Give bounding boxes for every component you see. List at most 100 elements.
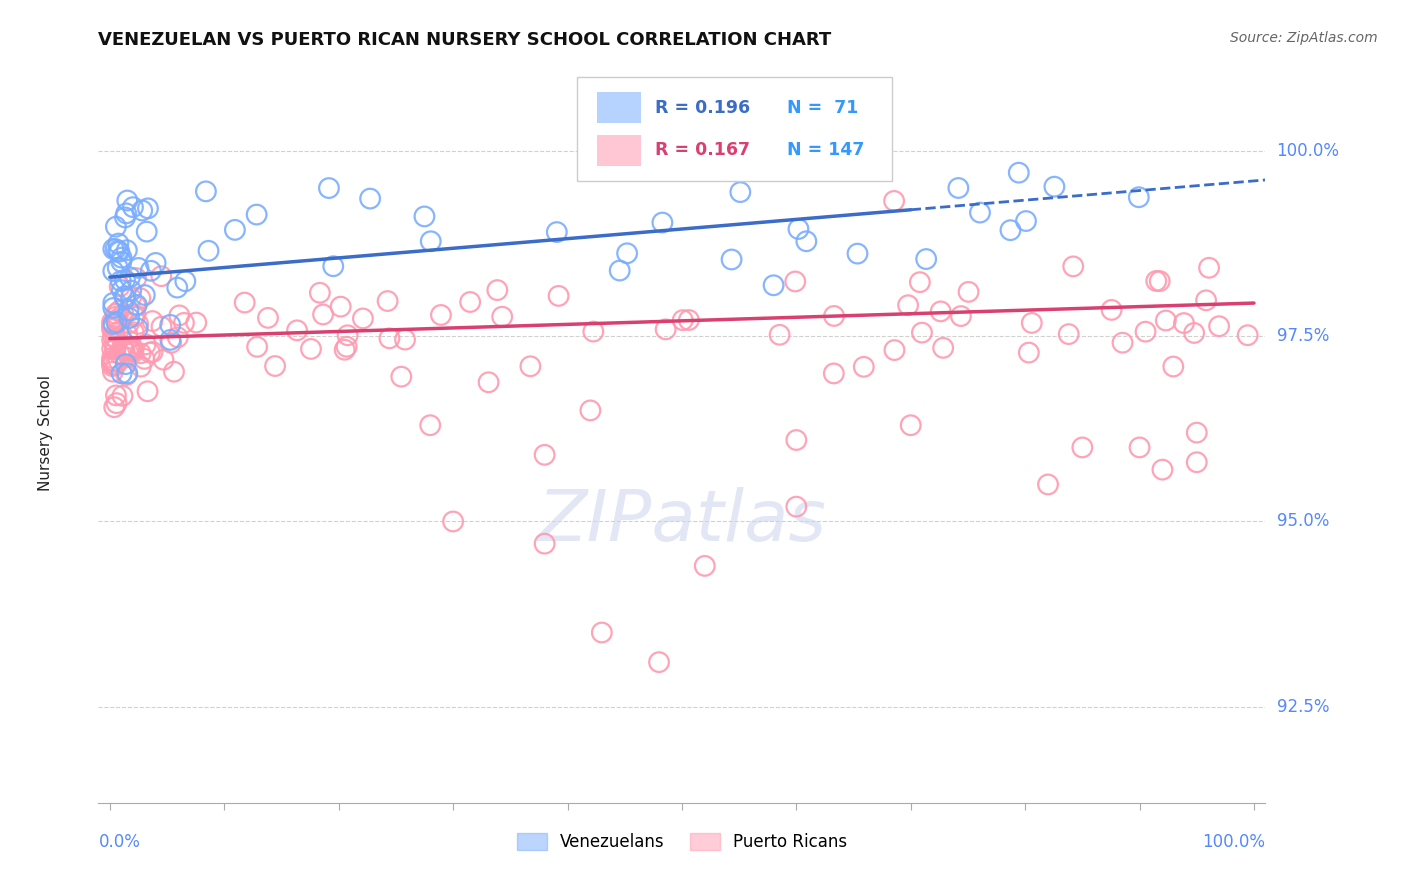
Point	[118, 343, 141, 357]
Point	[135, 337, 157, 351]
Point	[246, 208, 269, 222]
Point	[312, 308, 335, 322]
Point	[145, 256, 167, 270]
Point	[117, 367, 139, 381]
Point	[104, 342, 127, 356]
Point	[120, 291, 142, 305]
Point	[785, 275, 807, 289]
Point	[1015, 214, 1038, 228]
Point	[122, 345, 145, 359]
Text: Nursery School: Nursery School	[38, 375, 53, 491]
Point	[897, 298, 920, 312]
Point	[104, 343, 127, 357]
Point	[1008, 166, 1031, 180]
Point	[730, 185, 752, 199]
Point	[969, 205, 991, 219]
Point	[785, 500, 807, 514]
Point	[823, 367, 845, 381]
Point	[107, 325, 129, 339]
Point	[299, 342, 322, 356]
Point	[104, 359, 127, 373]
Point	[1071, 441, 1094, 455]
Point	[159, 333, 181, 347]
Point	[911, 326, 934, 340]
Point	[152, 352, 174, 367]
Point	[122, 343, 145, 358]
Point	[1128, 441, 1150, 455]
FancyBboxPatch shape	[576, 78, 891, 181]
Point	[908, 275, 931, 289]
Point	[101, 318, 124, 332]
Point	[120, 343, 142, 358]
Text: R = 0.167: R = 0.167	[655, 141, 749, 160]
Text: N = 147: N = 147	[787, 141, 865, 160]
Point	[118, 270, 141, 285]
Point	[1182, 326, 1205, 340]
Point	[678, 313, 700, 327]
Point	[104, 310, 127, 324]
Point	[186, 316, 208, 330]
Point	[101, 322, 124, 336]
Point	[104, 307, 127, 321]
Point	[115, 206, 138, 220]
Point	[173, 316, 195, 330]
Point	[104, 331, 127, 345]
Point	[1173, 316, 1195, 330]
Point	[107, 312, 129, 326]
FancyBboxPatch shape	[596, 135, 641, 166]
Point	[127, 260, 149, 275]
Point	[163, 365, 186, 379]
Point	[672, 313, 695, 327]
Point	[107, 260, 129, 275]
Point	[1018, 345, 1040, 359]
Point	[105, 396, 128, 410]
FancyBboxPatch shape	[596, 93, 641, 123]
Point	[1236, 328, 1258, 343]
Text: VENEZUELAN VS PUERTO RICAN NURSERY SCHOOL CORRELATION CHART: VENEZUELAN VS PUERTO RICAN NURSERY SCHOO…	[98, 31, 832, 49]
Point	[785, 433, 807, 447]
Point	[233, 295, 256, 310]
Point	[110, 254, 132, 268]
Point	[108, 304, 131, 318]
Point	[519, 359, 541, 374]
Point	[136, 202, 159, 216]
Point	[166, 330, 188, 344]
Point	[136, 384, 159, 399]
Point	[609, 263, 631, 277]
Point	[124, 299, 146, 313]
Point	[101, 351, 124, 365]
Point	[103, 317, 125, 331]
Point	[105, 316, 128, 330]
Point	[1149, 274, 1171, 288]
Point	[111, 389, 134, 403]
Point	[413, 210, 436, 224]
Point	[121, 340, 143, 354]
Point	[127, 317, 149, 331]
Point	[103, 242, 125, 256]
Point	[762, 278, 785, 293]
Point	[768, 327, 790, 342]
Point	[139, 264, 162, 278]
Text: 97.5%: 97.5%	[1277, 327, 1329, 345]
Point	[651, 215, 673, 229]
Point	[159, 318, 181, 332]
Point	[224, 223, 246, 237]
Text: Source: ZipAtlas.com: Source: ZipAtlas.com	[1230, 31, 1378, 45]
Point	[125, 298, 148, 312]
Point	[654, 322, 676, 336]
Point	[118, 316, 141, 330]
Point	[929, 304, 952, 318]
Point	[948, 181, 970, 195]
Point	[122, 326, 145, 340]
Text: 95.0%: 95.0%	[1277, 513, 1329, 531]
Point	[101, 354, 124, 368]
Point	[1163, 359, 1185, 374]
Point	[285, 323, 308, 337]
Point	[150, 319, 173, 334]
Text: 92.5%: 92.5%	[1277, 698, 1329, 715]
Point	[1043, 179, 1066, 194]
Point	[142, 345, 165, 359]
Point	[957, 285, 980, 299]
Point	[1185, 455, 1208, 469]
Point	[823, 309, 845, 323]
